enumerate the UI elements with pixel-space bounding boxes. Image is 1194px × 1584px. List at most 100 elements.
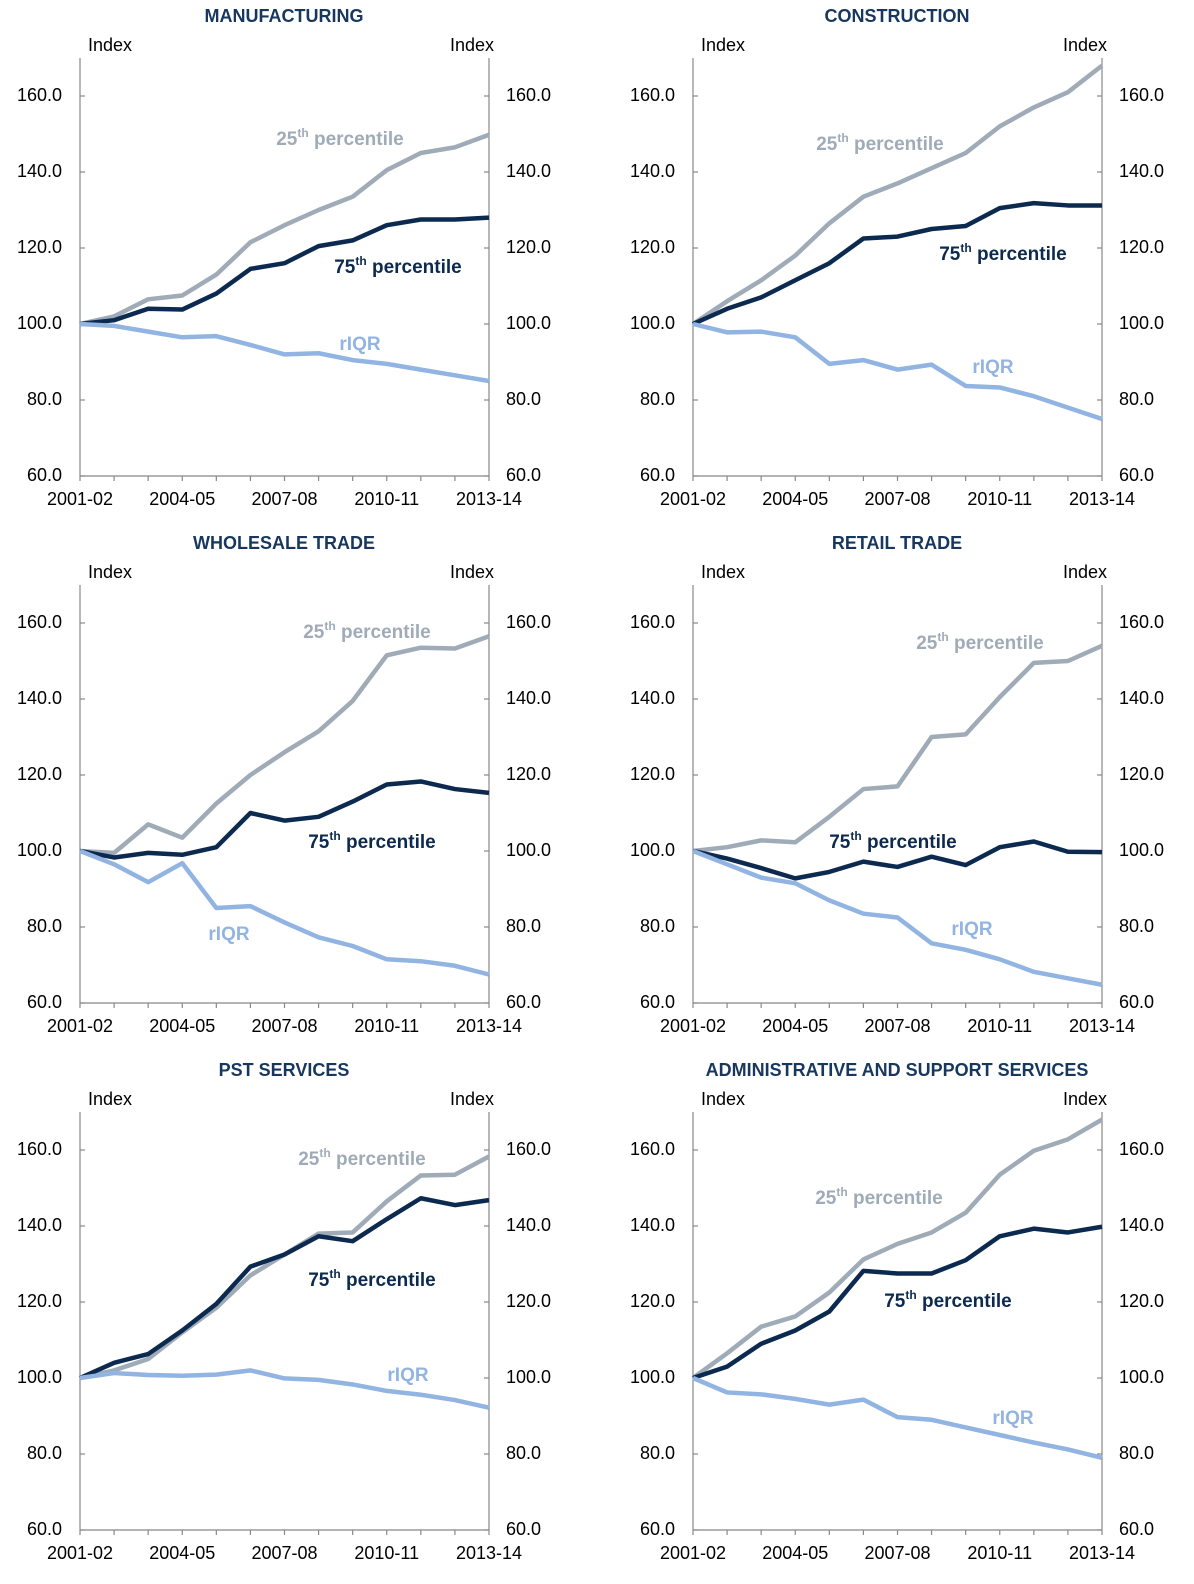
y-tick-label: 80.0 [640, 389, 675, 409]
y2-tick-label: 100.0 [506, 313, 551, 333]
y2-tick-label: 120.0 [1119, 1291, 1164, 1311]
y2-tick-label: 120.0 [1119, 764, 1164, 784]
series-line [79, 1154, 491, 1381]
series-line [79, 215, 490, 327]
y2-tick-label: 60.0 [1119, 1519, 1154, 1539]
y-tick-label: 60.0 [27, 1519, 62, 1539]
panel: CONSTRUCTION Index Index 60.0 80.0 100.0 120.0… [630, 6, 1164, 509]
series-line [79, 1196, 490, 1381]
y2-tick-label: 100.0 [506, 840, 551, 860]
series-label: 25th percentile [815, 1185, 943, 1209]
y-axis-label: Index [88, 562, 132, 582]
x-tick-label: 2001-02 [660, 1543, 726, 1563]
y2-axis-label: Index [450, 562, 494, 582]
y-axis-label: Index [701, 562, 745, 582]
x-tick-label: 2001-02 [660, 489, 726, 509]
y-axis-label: Index [701, 1089, 745, 1109]
x-tick-label: 2010-11 [354, 489, 419, 509]
y-tick-label: 100.0 [630, 313, 675, 333]
y2-tick-label: 140.0 [506, 688, 551, 708]
x-tick-label: 2001-02 [47, 1016, 113, 1036]
y2-tick-label: 160.0 [1119, 85, 1164, 105]
x-tick-label: 2004-05 [149, 489, 215, 509]
panel: WHOLESALE TRADE Index Index 60.0 80.0 100.0 12… [17, 533, 551, 1036]
panel: ADMINISTRATIVE AND SUPPORT SERVICES Index… [630, 1060, 1164, 1563]
y2-tick-label: 120.0 [1119, 237, 1164, 257]
series-line [79, 1368, 490, 1410]
y-tick-label: 160.0 [630, 85, 675, 105]
y2-tick-label: 160.0 [506, 1139, 551, 1159]
series-label: 25th percentile [816, 131, 944, 155]
series-label: 25th percentile [916, 630, 1044, 654]
y-tick-label: 140.0 [630, 161, 675, 181]
series-label: 25th percentile [276, 126, 404, 150]
series-line [79, 321, 490, 384]
series-line [79, 634, 490, 856]
y-tick-label: 60.0 [27, 465, 62, 485]
y-tick-label: 160.0 [630, 612, 675, 632]
x-tick-label: 2007-08 [864, 489, 930, 509]
x-tick-label: 2010-11 [967, 1016, 1032, 1036]
x-tick-label: 2013-14 [1069, 1543, 1135, 1563]
series-line [79, 132, 490, 327]
y-tick-label: 80.0 [27, 1443, 62, 1463]
y-tick-label: 140.0 [17, 688, 62, 708]
x-tick-label: 2001-02 [47, 1543, 113, 1563]
chart-title: ADMINISTRATIVE AND SUPPORT SERVICES [706, 1060, 1089, 1080]
y2-tick-label: 80.0 [1119, 389, 1154, 409]
y-tick-label: 80.0 [27, 916, 62, 936]
y-tick-label: 120.0 [630, 237, 675, 257]
chart-title: MANUFACTURING [205, 6, 364, 26]
y2-axis-label: Index [1063, 35, 1107, 55]
x-tick-label: 2013-14 [456, 489, 522, 509]
y2-tick-label: 80.0 [1119, 916, 1154, 936]
x-tick-label: 2004-05 [762, 1543, 828, 1563]
series-label: rIQR [339, 334, 380, 355]
series-line [692, 321, 1103, 422]
y2-axis-label: Index [450, 1089, 494, 1109]
y2-tick-label: 100.0 [1119, 313, 1164, 333]
y2-tick-label: 60.0 [506, 465, 541, 485]
y-tick-label: 100.0 [17, 1367, 62, 1387]
x-tick-label: 2001-02 [660, 1016, 726, 1036]
x-tick-label: 2007-08 [251, 489, 317, 509]
y2-tick-label: 60.0 [506, 1519, 541, 1539]
y2-tick-label: 160.0 [506, 85, 551, 105]
series-label: rIQR [387, 1365, 428, 1386]
y-tick-label: 160.0 [17, 85, 62, 105]
y-tick-label: 80.0 [27, 389, 62, 409]
y-tick-label: 120.0 [630, 1291, 675, 1311]
y-axis-label: Index [88, 35, 132, 55]
y-tick-label: 60.0 [640, 1519, 675, 1539]
series-label: 75th percentile [939, 241, 1067, 265]
series-label: rIQR [992, 1408, 1033, 1429]
x-tick-label: 2013-14 [1069, 1016, 1135, 1036]
y2-tick-label: 140.0 [1119, 688, 1164, 708]
x-tick-label: 2007-08 [251, 1543, 317, 1563]
chart-title: WHOLESALE TRADE [193, 533, 375, 553]
y-tick-label: 100.0 [17, 840, 62, 860]
panel: PST SERVICES Index Index 60.0 80.0 100.0 120.0… [17, 1060, 551, 1563]
y-tick-label: 160.0 [17, 612, 62, 632]
x-tick-label: 2010-11 [354, 1016, 419, 1036]
y-tick-label: 80.0 [640, 916, 675, 936]
y-tick-label: 120.0 [17, 237, 62, 257]
series-line [79, 779, 490, 860]
series-line [692, 643, 1103, 854]
y2-tick-label: 160.0 [1119, 1139, 1164, 1159]
y-tick-label: 60.0 [27, 992, 62, 1012]
series-label: rIQR [972, 357, 1013, 378]
x-tick-label: 2004-05 [149, 1543, 215, 1563]
x-tick-label: 2013-14 [456, 1543, 522, 1563]
y-tick-label: 100.0 [630, 840, 675, 860]
y2-axis-label: Index [450, 35, 494, 55]
series-label: rIQR [208, 924, 249, 945]
series-label: 25th percentile [298, 1146, 426, 1170]
y-axis-label: Index [88, 1089, 132, 1109]
series-line [691, 1117, 1104, 1380]
y2-axis-label: Index [1063, 1089, 1107, 1109]
series-label: 75th percentile [308, 829, 436, 853]
y2-tick-label: 120.0 [506, 764, 551, 784]
series-line [692, 839, 1103, 881]
y-tick-label: 60.0 [640, 465, 675, 485]
